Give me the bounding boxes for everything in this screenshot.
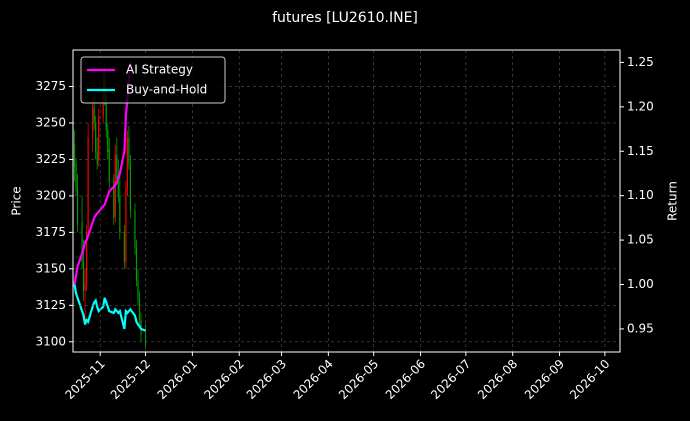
y2-tick-label: 1.20 bbox=[627, 99, 654, 113]
y2-tick-label: 1.10 bbox=[627, 188, 654, 202]
legend-label: AI Strategy bbox=[126, 63, 193, 77]
y2-axis-label: Return bbox=[666, 181, 680, 221]
y-tick-label: 3200 bbox=[35, 188, 66, 202]
y2-tick-label: 1.05 bbox=[627, 233, 654, 247]
candle-body bbox=[116, 155, 118, 179]
chart-title: futures [LU2610.INE] bbox=[272, 10, 418, 26]
candle-body bbox=[96, 152, 98, 164]
x-tick-label: 2026-04 bbox=[291, 357, 336, 402]
candle-body bbox=[92, 105, 94, 138]
series-line bbox=[73, 284, 146, 332]
x-tick-label: 2026-03 bbox=[244, 357, 289, 402]
y-tick-label: 3150 bbox=[35, 261, 66, 275]
x-tick-label: 2026-02 bbox=[201, 357, 246, 402]
candle-body bbox=[108, 149, 110, 182]
candle-body bbox=[93, 108, 95, 123]
candle-body bbox=[129, 163, 132, 211]
candle-body bbox=[85, 232, 88, 284]
candle-body bbox=[81, 222, 83, 262]
x-tick-label: 2026-09 bbox=[522, 357, 567, 402]
x-tick-label: 2026-01 bbox=[155, 357, 200, 402]
x-tick-label: 2026-10 bbox=[567, 357, 612, 402]
candle-body bbox=[105, 96, 107, 131]
y-axis-label: Price bbox=[10, 186, 24, 215]
series-line bbox=[73, 62, 132, 285]
candle-body bbox=[107, 130, 109, 153]
candle-body bbox=[138, 298, 141, 320]
candle-body bbox=[123, 232, 125, 262]
y2-tick-label: 1.00 bbox=[627, 277, 654, 291]
candle-body bbox=[113, 181, 115, 218]
x-tick-label: 2025-12 bbox=[108, 357, 153, 402]
candle-body bbox=[75, 163, 77, 189]
y-tick-label: 3175 bbox=[35, 225, 66, 239]
x-tick-label: 2026-06 bbox=[383, 357, 428, 402]
candle-body bbox=[76, 188, 79, 226]
y-tick-label: 3275 bbox=[35, 79, 66, 93]
y2-tick-label: 1.15 bbox=[627, 144, 654, 158]
candle-body bbox=[73, 144, 76, 167]
candle-body bbox=[128, 137, 130, 164]
plot-area bbox=[73, 62, 147, 350]
candle-body bbox=[95, 122, 97, 153]
candle-body bbox=[126, 137, 128, 189]
x-tick-label: 2026-08 bbox=[475, 357, 520, 402]
plot-frame bbox=[72, 49, 621, 353]
y2-tick-label: 1.25 bbox=[627, 55, 654, 69]
candle-body bbox=[125, 188, 127, 262]
candle-body bbox=[134, 210, 136, 247]
candle-body bbox=[117, 178, 119, 196]
x-tick-label: 2025-11 bbox=[62, 357, 107, 402]
x-tick-label: 2026-07 bbox=[428, 357, 473, 402]
legend-label: Buy-and-Hold bbox=[126, 83, 207, 97]
candle-body bbox=[87, 137, 89, 228]
y-tick-label: 3125 bbox=[35, 298, 66, 312]
y2-tick-label: 0.95 bbox=[627, 321, 654, 335]
candle-body bbox=[135, 246, 138, 281]
legend-box bbox=[80, 56, 226, 104]
candle-body bbox=[119, 195, 121, 233]
x-tick-label: 2026-05 bbox=[336, 357, 381, 402]
candle-body bbox=[84, 283, 86, 291]
y-tick-label: 3100 bbox=[35, 334, 66, 348]
y-tick-label: 3250 bbox=[35, 115, 66, 129]
y-tick-label: 3225 bbox=[35, 152, 66, 166]
candle-body bbox=[82, 261, 85, 291]
candle-body bbox=[137, 280, 139, 299]
candle-body bbox=[98, 115, 100, 160]
